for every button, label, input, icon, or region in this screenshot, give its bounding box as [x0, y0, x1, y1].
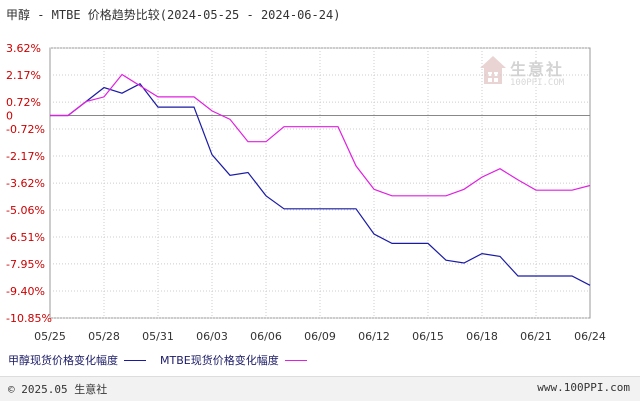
x-tick-label: 06/12 — [358, 330, 390, 343]
footer-copyright: © 2025.05 生意社 — [8, 383, 108, 396]
y-tick-label: -3.62% — [6, 177, 45, 190]
x-tick-label: 05/31 — [142, 330, 174, 343]
x-tick-label: 06/18 — [466, 330, 498, 343]
legend: 甲醇现货价格变化幅度 MTBE现货价格变化幅度 — [8, 352, 321, 368]
y-tick-label: -5.06% — [6, 204, 45, 217]
y-tick-label: 0 — [6, 110, 13, 123]
y-tick-label: 3.62% — [6, 42, 41, 55]
x-tick-label: 06/03 — [196, 330, 228, 343]
legend-swatch-series2 — [284, 359, 307, 361]
x-tick-label: 05/28 — [88, 330, 120, 343]
x-tick-label: 06/09 — [304, 330, 336, 343]
y-tick-label: -6.51% — [6, 231, 45, 244]
y-tick-label: 0.72% — [6, 96, 41, 109]
x-tick-label: 06/21 — [520, 330, 552, 343]
y-tick-label: -0.72% — [6, 123, 45, 136]
x-tick-label: 06/15 — [412, 330, 444, 343]
x-tick-label: 06/24 — [574, 330, 606, 343]
watermark-url: 100PPI.COM — [510, 78, 565, 88]
series-line-2 — [50, 73, 591, 197]
x-tick-label: 05/25 — [34, 330, 66, 343]
y-tick-label: -2.17% — [6, 150, 45, 163]
legend-item-series2: MTBE现货价格变化幅度 — [160, 352, 307, 368]
legend-label-series2: MTBE现货价格变化幅度 — [160, 354, 279, 367]
y-tick-label: -10.85% — [6, 312, 52, 325]
house-icon — [480, 56, 506, 84]
watermark-logo: 生意社 100PPI.COM — [478, 54, 578, 98]
y-tick-label: 2.17% — [6, 69, 41, 82]
series-line-1 — [50, 83, 591, 286]
legend-label-series1: 甲醇现货价格变化幅度 — [8, 354, 118, 367]
legend-swatch-series1 — [124, 359, 146, 361]
y-tick-label: -7.95% — [6, 258, 45, 271]
x-tick-label: 06/06 — [250, 330, 282, 343]
chart-title: 甲醇 - MTBE 价格趋势比较(2024-05-25 - 2024-06-24… — [6, 8, 341, 22]
y-tick-label: -9.40% — [6, 285, 45, 298]
footer-link[interactable]: www.100PPI.com — [537, 381, 630, 394]
legend-item-series1: 甲醇现货价格变化幅度 — [8, 352, 146, 368]
footer: © 2025.05 生意社 www.100PPI.com — [0, 376, 640, 401]
